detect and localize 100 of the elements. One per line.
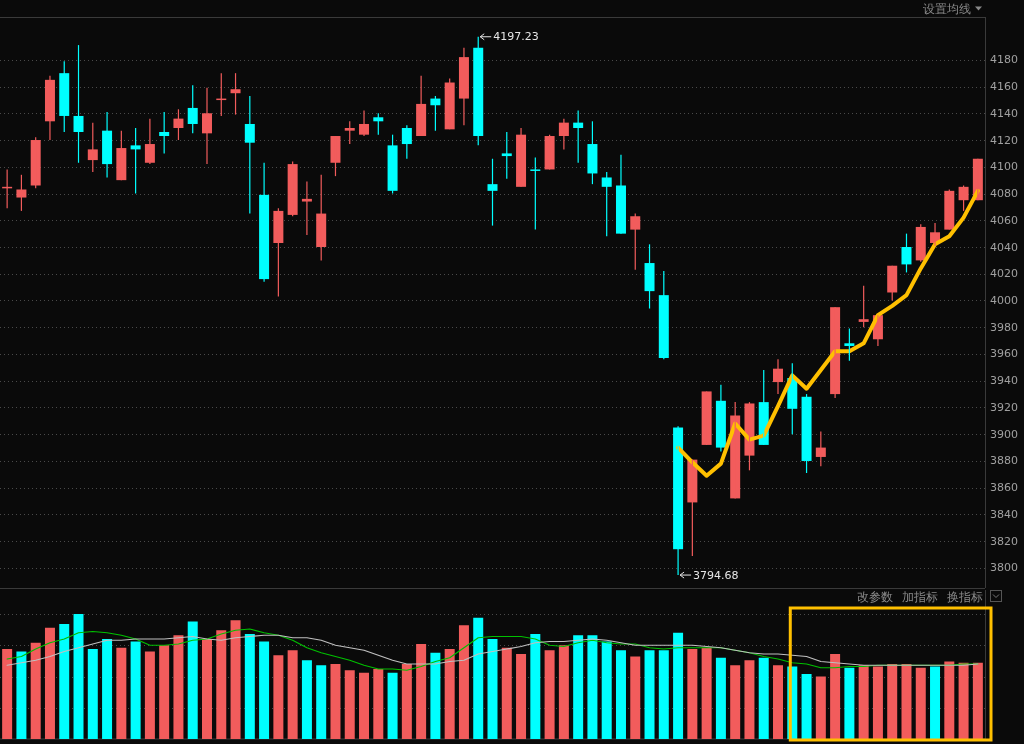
candlestick [230, 72, 241, 116]
candlestick [644, 243, 655, 310]
candlestick [16, 174, 27, 212]
bar [530, 634, 541, 739]
bar [915, 667, 926, 739]
text: 加指标 [902, 590, 938, 604]
bar [473, 617, 484, 739]
y-tick-label: 3800 [990, 561, 1018, 575]
bar [815, 676, 826, 739]
bar [615, 650, 626, 739]
bar [516, 654, 527, 739]
bar [558, 645, 569, 739]
bar [159, 645, 170, 739]
y-tick-label: 4160 [990, 80, 1018, 94]
bar [844, 667, 855, 739]
y-tick-label: 4060 [990, 213, 1018, 227]
bar [59, 624, 70, 739]
y-tick-label: 3840 [990, 507, 1018, 521]
candlestick [287, 160, 298, 217]
bar [644, 650, 655, 739]
candlestick [473, 36, 484, 146]
candlestick [130, 127, 141, 195]
y-tick-label: 4100 [990, 160, 1018, 174]
bar [230, 620, 241, 739]
bar [601, 641, 612, 739]
bar [630, 656, 641, 739]
candlestick [116, 130, 127, 181]
bar [44, 627, 55, 739]
bar [901, 664, 912, 739]
bar [259, 641, 270, 739]
bar [359, 672, 370, 739]
candlestick [187, 84, 198, 134]
bar [544, 650, 555, 739]
bar [330, 664, 341, 739]
bar [744, 660, 755, 739]
bar [173, 635, 184, 739]
y-tick-label: 3860 [990, 481, 1018, 495]
bar [687, 649, 698, 739]
y-tick-label: 4080 [990, 187, 1018, 201]
text: 改参数 [857, 590, 893, 604]
candlestick [658, 270, 669, 360]
candlestick [330, 135, 341, 177]
bar [316, 665, 327, 739]
y-tick-label: 3960 [990, 347, 1018, 361]
bar [301, 660, 312, 739]
bar [701, 647, 712, 739]
y-tick-label: 3980 [990, 320, 1018, 334]
candlestick [630, 212, 641, 271]
candlestick [344, 120, 355, 145]
bar [73, 614, 84, 739]
bar [287, 650, 298, 739]
candlestick [373, 112, 384, 136]
bar [944, 661, 955, 739]
bar [887, 664, 898, 739]
bar [187, 621, 198, 739]
bar [244, 634, 255, 739]
candlestick [701, 390, 712, 446]
bar [673, 632, 684, 739]
bar [102, 639, 113, 739]
candlestick [159, 111, 170, 154]
bar [958, 662, 969, 739]
candlestick [601, 171, 612, 237]
candlestick [801, 393, 812, 474]
bar [658, 650, 669, 739]
bar [273, 655, 284, 739]
candlestick [501, 131, 512, 180]
bar [758, 657, 769, 739]
candlestick [858, 285, 869, 328]
candlestick [73, 44, 84, 164]
bar [715, 657, 726, 739]
y-tick-label: 4040 [990, 240, 1018, 254]
annotation: 3794.68 [693, 568, 739, 582]
bar [501, 647, 512, 739]
text: 换指标 [947, 590, 983, 604]
bar [87, 649, 98, 739]
y-tick-label: 4180 [990, 53, 1018, 67]
bar [830, 654, 841, 739]
candlestick [244, 95, 255, 215]
y-tick-label: 4020 [990, 267, 1018, 281]
bar [344, 670, 355, 739]
y-tick-label: 3880 [990, 454, 1018, 468]
bar [872, 666, 883, 739]
y-tick-label: 4140 [990, 106, 1018, 120]
candlestick [87, 122, 98, 173]
candlestick [59, 60, 70, 133]
candlestick [401, 124, 412, 160]
bar [858, 665, 869, 739]
bar [587, 635, 598, 739]
line-series [676, 188, 980, 478]
candlestick [530, 156, 541, 231]
y-tick-label: 4000 [990, 293, 1018, 307]
bar [773, 665, 783, 739]
bar [401, 664, 412, 739]
annotation: 4197.23 [493, 30, 539, 44]
candlestick [972, 158, 983, 201]
candlestick [387, 134, 398, 195]
bar [30, 642, 41, 739]
bar [130, 641, 141, 739]
bar [416, 644, 427, 739]
bar [458, 625, 469, 739]
